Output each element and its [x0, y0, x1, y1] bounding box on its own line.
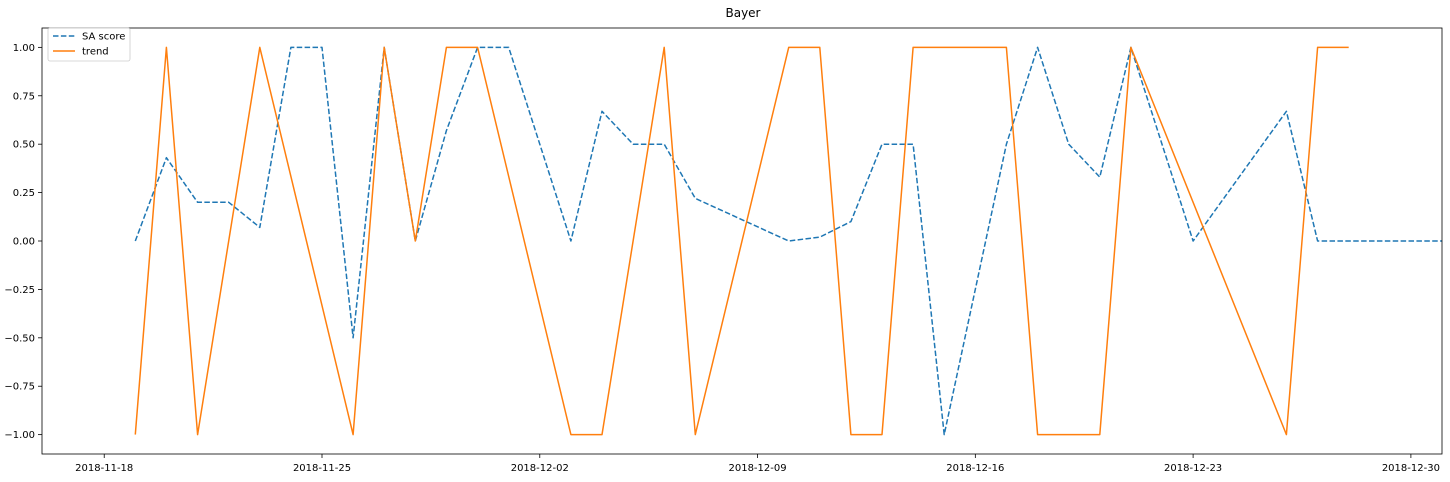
- y-tick-label: 0.75: [13, 91, 35, 102]
- chart-title: Bayer: [725, 6, 760, 20]
- y-tick-label: −1.00: [4, 430, 35, 441]
- x-tick-label: 2018-12-23: [1164, 463, 1222, 474]
- y-tick-label: 0.50: [13, 140, 35, 151]
- x-tick-label: 2018-11-25: [293, 463, 351, 474]
- y-tick-label: 0.25: [13, 188, 35, 199]
- y-tick-label: 0.00: [13, 237, 35, 248]
- series-line-trend: [134, 46, 1349, 436]
- x-tick-label: 2018-12-30: [1382, 463, 1440, 474]
- x-tick-label: 2018-12-02: [511, 463, 569, 474]
- y-tick-label: 1.00: [13, 43, 35, 54]
- x-tick-label: 2018-11-18: [75, 463, 133, 474]
- y-tick-label: −0.75: [4, 382, 35, 393]
- x-tick-label: 2018-12-09: [728, 463, 786, 474]
- series-line-sa-score: [134, 46, 1442, 436]
- x-tick-label: 2018-12-16: [946, 463, 1004, 474]
- legend-label: trend: [82, 47, 109, 58]
- legend-label: SA score: [82, 32, 125, 43]
- legend-box: [47, 27, 131, 62]
- y-tick-label: −0.25: [4, 285, 35, 296]
- y-tick-label: −0.50: [4, 333, 35, 344]
- legend: SA score trend: [47, 27, 131, 62]
